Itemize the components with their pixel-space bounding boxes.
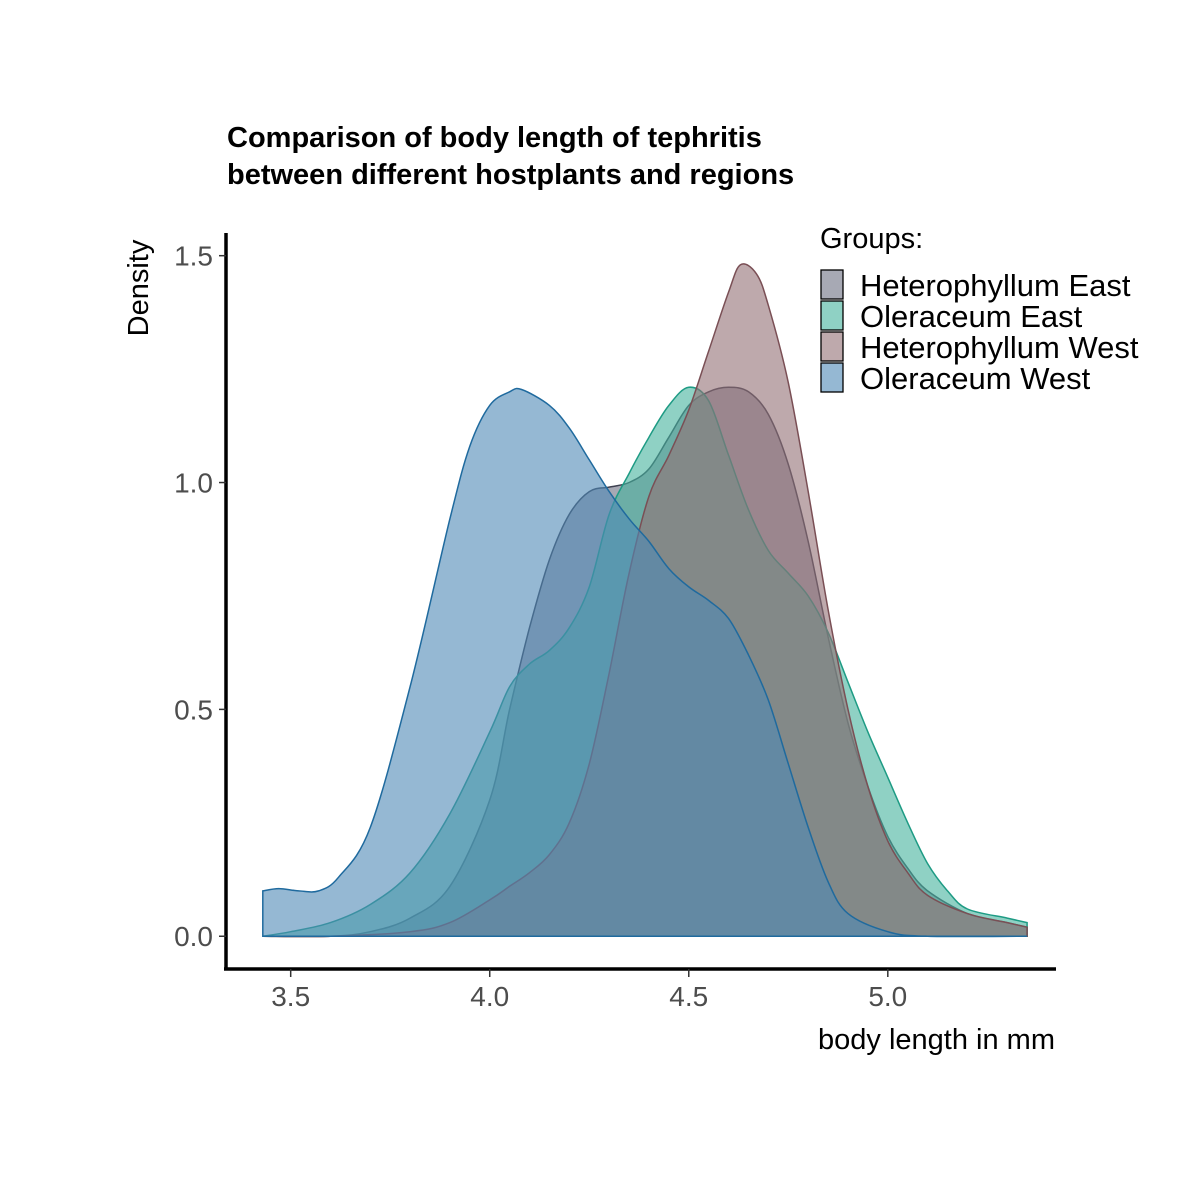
- x-axis-title: body length in mm: [818, 1024, 1055, 1056]
- x-tick-label: 5.0: [868, 981, 907, 1012]
- legend-label: Heterophyllum West: [860, 330, 1139, 365]
- x-axis-ticks: 3.5 4.0 4.5 5.0: [271, 969, 907, 1012]
- legend-item-oleraceum-west: Oleraceum West: [820, 361, 1091, 396]
- chart-title: Comparison of body length of tephritis b…: [227, 122, 794, 191]
- x-tick-label: 4.5: [669, 981, 708, 1012]
- legend-label: Oleraceum West: [860, 361, 1091, 396]
- y-axis-title: Density: [123, 239, 155, 336]
- legend-label: Oleraceum East: [860, 299, 1083, 334]
- legend-label: Heterophyllum East: [860, 268, 1131, 303]
- legend-item-oleraceum-east: Oleraceum East: [820, 299, 1083, 334]
- x-tick-label: 4.0: [470, 981, 509, 1012]
- density-areas: [262, 263, 1028, 938]
- x-tick-label: 3.5: [271, 981, 310, 1012]
- legend-swatch: [820, 331, 844, 362]
- y-tick-label: 1.0: [174, 468, 213, 499]
- legend-item-heterophyllum-east: Heterophyllum East: [820, 268, 1131, 303]
- chart-title-line-1: Comparison of body length of tephritis: [227, 122, 762, 154]
- density-area-oleraceum-west: [262, 387, 1028, 938]
- legend-swatch: [820, 362, 844, 393]
- y-tick-label: 1.5: [174, 241, 213, 272]
- chart-title-line-2: between different hostplants and regions: [227, 159, 794, 191]
- legend-swatch: [820, 300, 844, 331]
- legend-item-heterophyllum-west: Heterophyllum West: [820, 330, 1139, 365]
- y-tick-label: 0.0: [174, 921, 213, 952]
- legend-title: Groups:: [820, 223, 923, 255]
- legend-swatch: [820, 269, 844, 300]
- y-tick-label: 0.5: [174, 694, 213, 725]
- y-axis-ticks: 0.0 0.5 1.0 1.5: [174, 241, 226, 952]
